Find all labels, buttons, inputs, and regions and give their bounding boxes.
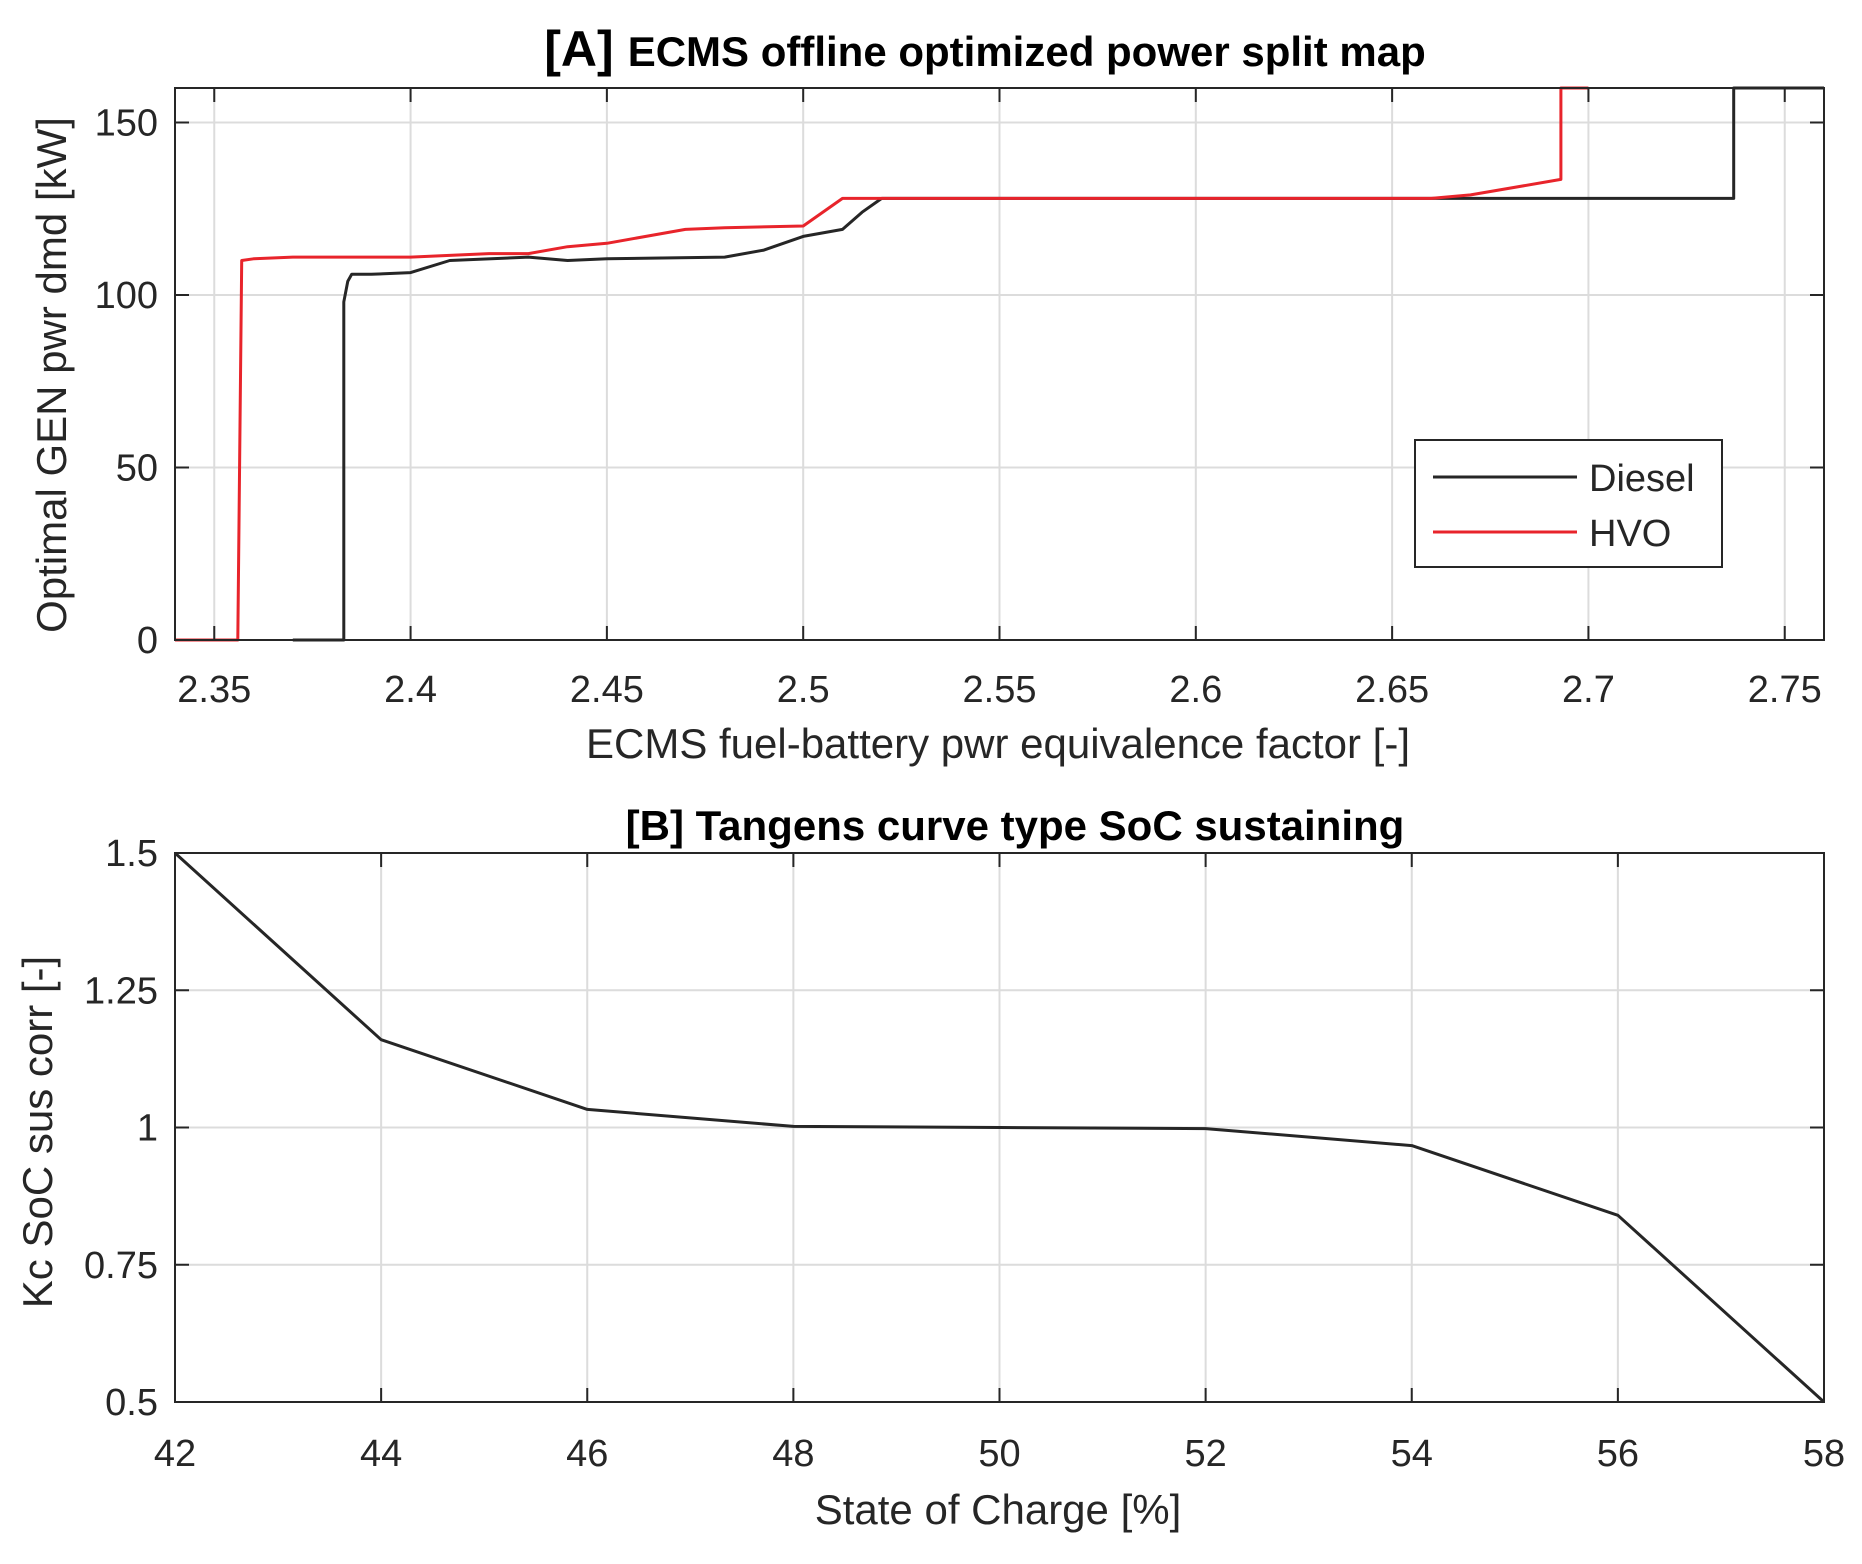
panel-a-y-axis-label: Optimal GEN pwr dmd [kW] — [28, 117, 75, 633]
x-tick-label: 2.5 — [777, 669, 830, 711]
x-tick-label: 44 — [360, 1433, 402, 1475]
panel-a-legend: Diesel HVO — [1414, 439, 1723, 568]
y-tick-label: 150 — [95, 103, 158, 145]
x-tick-label: 48 — [772, 1433, 814, 1475]
x-tick-label: 2.7 — [1562, 669, 1615, 711]
x-tick-label: 2.6 — [1169, 669, 1222, 711]
y-tick-label: 1.25 — [84, 970, 158, 1012]
y-tick-label: 1.5 — [105, 833, 158, 875]
y-tick-label: 0.75 — [84, 1245, 158, 1287]
x-tick-label: 58 — [1803, 1433, 1845, 1475]
panel-a-y-tick-labels: 0 50 100 150 — [95, 103, 158, 663]
y-tick-label: 50 — [116, 448, 158, 490]
x-tick-label: 50 — [978, 1433, 1020, 1475]
x-tick-label: 42 — [154, 1433, 196, 1475]
legend-diesel-label: Diesel — [1589, 458, 1695, 500]
y-tick-label: 1 — [137, 1108, 158, 1150]
x-tick-label: 46 — [566, 1433, 608, 1475]
panel-b-title: [B] Tangens curve type SoC sustaining — [626, 802, 1405, 849]
x-tick-label: 2.35 — [177, 669, 251, 711]
panel-a-series — [175, 86, 1824, 642]
x-tick-label: 2.65 — [1355, 669, 1429, 711]
panel-a-x-axis-label: ECMS fuel-battery pwr equivalence factor… — [586, 720, 1410, 767]
x-tick-label: 56 — [1597, 1433, 1639, 1475]
legend-box — [1414, 439, 1723, 568]
x-tick-label: 2.75 — [1748, 669, 1822, 711]
y-tick-label: 100 — [95, 275, 158, 317]
panel-b-series — [173, 851, 1826, 1404]
x-tick-label: 2.55 — [963, 669, 1037, 711]
y-tick-label: 0.5 — [105, 1382, 158, 1424]
panel-a-title-tag: [A] — [544, 21, 613, 77]
x-tick-label: 2.45 — [570, 669, 644, 711]
panel-b-soc-sustaining: 42 44 46 48 50 52 54 56 58 0.5 0.75 1 1.25 1.5 [B] T… — [14, 802, 1845, 1533]
x-tick-label: 52 — [1184, 1433, 1226, 1475]
panel-a-power-split-map: 2.35 2.4 2.45 2.5 2.55 2.6 2.65 2.7 2.75 0 50 100 1… — [28, 21, 1825, 767]
panel-a-x-tick-labels: 2.35 2.4 2.45 2.5 2.55 2.6 2.65 2.7 2.75 — [177, 669, 1821, 711]
panel-a-title-text: ECMS offline optimized power split map — [628, 28, 1426, 75]
panel-a-title: [A] ECMS offline optimized power split ma… — [544, 21, 1425, 77]
x-tick-label: 54 — [1391, 1433, 1433, 1475]
panel-b-x-tick-labels: 42 44 46 48 50 52 54 56 58 — [154, 1433, 1845, 1475]
series-line-hvo — [175, 86, 1589, 642]
x-tick-label: 2.4 — [384, 669, 437, 711]
series-line-series-0 — [173, 851, 1826, 1404]
panel-b-y-tick-labels: 0.5 0.75 1 1.25 1.5 — [84, 833, 158, 1424]
legend-hvo-label: HVO — [1589, 513, 1671, 555]
panel-b-x-axis-label: State of Charge [%] — [815, 1486, 1182, 1533]
panel-b-y-axis-label: Kc SoC sus corr [-] — [14, 956, 61, 1308]
panel-a-ticks — [175, 88, 1824, 641]
y-tick-label: 0 — [137, 620, 158, 662]
panel-b-ticks — [174, 852, 1825, 1403]
